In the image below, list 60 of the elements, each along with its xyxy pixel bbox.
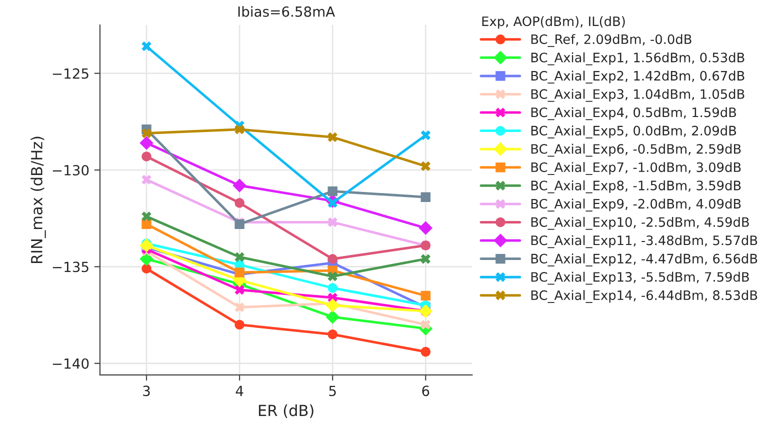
point: [140, 238, 154, 252]
point: [142, 128, 152, 138]
legend-label: BC_Axial_Exp8, -1.5dBm, 3.59dB: [531, 180, 741, 194]
point: [420, 290, 431, 301]
point: [234, 285, 244, 295]
point: [142, 219, 152, 230]
point: [234, 320, 244, 330]
legend-label: BC_Axial_Exp1, 1.56dBm, 0.53dB: [531, 52, 744, 66]
x-tick-label: 4: [236, 386, 244, 396]
legend-label: BC_Ref, 2.09dBm, -0.0dB: [531, 34, 692, 47]
point: [418, 304, 433, 318]
point: [234, 124, 244, 134]
point: [142, 41, 152, 52]
x-tick-label: 3: [143, 386, 150, 396]
point: [328, 217, 338, 228]
legend-label: BC_Axial_Exp12, -4.47dBm, 6.56dB: [531, 254, 758, 266]
point: [420, 192, 431, 202]
point: [234, 252, 244, 262]
legend-label: BC_Axial_Exp11, -3.48dBm, 5.57dB: [531, 235, 758, 248]
legend-label: BC_Axial_Exp2, 1.42dBm, 0.67dB: [531, 70, 744, 84]
y-tick-label: −140: [52, 358, 89, 369]
legend-label: BC_Axial_Exp14, -6.44dBm, 8.53dB: [531, 290, 758, 303]
point: [142, 264, 152, 274]
point: [328, 330, 338, 340]
legend-label: BC_Axial_Exp7, -1.0dBm, 3.09dB: [531, 162, 741, 175]
legend-label: BC_Axial_Exp3, 1.04dBm, 1.05dB: [531, 88, 744, 102]
point: [420, 346, 431, 357]
point: [142, 212, 152, 222]
y-axis-title: RIN_max (dB/Hz): [30, 136, 46, 264]
y-tick-label: −135: [52, 262, 88, 272]
legend-label: BC_Axial_Exp10, -2.5dBm, 4.59dB: [531, 216, 749, 230]
legend-label: BC_Axial_Exp4, 0.5dBm, 1.59dB: [531, 107, 736, 120]
point: [326, 298, 340, 312]
point: [328, 283, 338, 293]
legend-label: BC_Axial_Exp9, -2.0dBm, 4.09dB: [531, 198, 741, 212]
legend-label: BC_Axial_Exp13, -5.5dBm, 7.59dB: [531, 272, 749, 285]
point: [418, 221, 433, 235]
legend-label: BC_Axial_Exp5, 0.0dBm, 2.09dB: [531, 126, 736, 138]
y-tick-label: −130: [52, 164, 89, 176]
legend-title: Exp, AOP(dBm), IL(dB): [482, 16, 625, 29]
legend-label: BC_Axial_Exp6, -0.5dBm, 2.59dB: [531, 144, 741, 157]
x-axis-title: ER (dB): [258, 404, 314, 418]
chart-title: Ibias=6.58mA: [238, 6, 336, 17]
point: [142, 174, 152, 185]
point: [142, 152, 152, 162]
point: [234, 302, 244, 312]
point: [140, 136, 154, 150]
point: [326, 310, 340, 324]
point: [328, 254, 338, 264]
x-tick-label: 6: [422, 386, 430, 396]
y-tick-label: −125: [52, 68, 88, 79]
point: [232, 178, 246, 192]
point: [328, 272, 338, 282]
point: [420, 130, 431, 140]
x-tick-label: 5: [329, 386, 336, 396]
point: [328, 186, 338, 196]
point: [328, 132, 338, 142]
point: [420, 254, 431, 264]
point: [234, 198, 244, 208]
point: [420, 161, 431, 172]
